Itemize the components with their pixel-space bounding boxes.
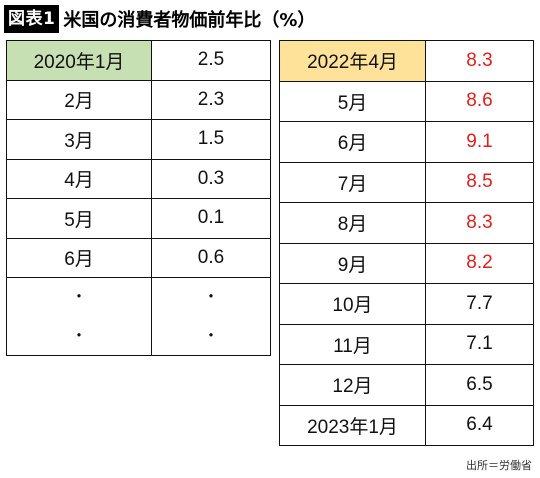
period-cell: 2022年4月 <box>279 40 426 82</box>
table-row: 5月 8.6 <box>279 80 534 122</box>
value-cell: 8.5 <box>425 161 534 203</box>
table-row: 12月 6.5 <box>279 364 534 406</box>
table-row: 6月 9.1 <box>279 121 534 163</box>
period-cell: 5月 <box>6 198 152 239</box>
page-title: 米国の消費者物価前年比（%） <box>63 10 316 31</box>
title-row: 図表1 米国の消費者物価前年比（%） <box>4 4 315 34</box>
left-table: 2020年1月 2.5 2月 2.3 3月 1.5 4月 0.3 5月 0.1 … <box>6 40 271 356</box>
figure-badge: 図表1 <box>4 5 60 33</box>
value-cell: 9.1 <box>425 121 534 163</box>
value-cell: 6.5 <box>425 364 534 406</box>
table-row: 9月 8.2 <box>279 242 534 284</box>
source-note: 出所＝労働省 <box>466 459 532 472</box>
value-cell: 8.3 <box>425 202 534 244</box>
period-cell: 8月 <box>279 202 426 244</box>
ellipsis-row: ・ ・ <box>6 316 271 356</box>
value-cell: 8.3 <box>425 40 534 82</box>
period-cell: 5月 <box>279 80 426 122</box>
value-cell: 2.5 <box>151 40 271 81</box>
period-cell: 12月 <box>279 364 426 406</box>
period-cell: 2020年1月 <box>6 40 152 81</box>
table-row: 11月 7.1 <box>279 323 534 365</box>
value-cell: 0.1 <box>151 198 271 239</box>
period-cell: 11月 <box>279 323 426 365</box>
table-row: 2月 2.3 <box>6 79 271 120</box>
table-row: 10月 7.7 <box>279 283 534 325</box>
ellipsis-row: ・ ・ <box>6 277 271 317</box>
period-cell: 3月 <box>6 119 152 160</box>
period-cell: 2023年1月 <box>279 404 426 446</box>
value-cell: 1.5 <box>151 119 271 160</box>
table-row: 2020年1月 2.5 <box>6 40 271 81</box>
ellipsis-dot: ・ <box>202 289 219 307</box>
value-cell: 7.1 <box>425 323 534 365</box>
table-row: 6月 0.6 <box>6 237 271 278</box>
value-cell: 7.7 <box>425 283 534 325</box>
value-cell: 2.3 <box>151 79 271 120</box>
table-row: 8月 8.3 <box>279 202 534 244</box>
value-cell: 0.3 <box>151 158 271 199</box>
period-cell: 6月 <box>6 237 152 278</box>
ellipsis-dot: ・ <box>70 289 87 307</box>
ellipsis-dot: ・ <box>202 327 219 345</box>
period-cell: 2月 <box>6 79 152 120</box>
right-table: 2022年4月 8.3 5月 8.6 6月 9.1 7月 8.5 8月 8.3 … <box>279 40 534 446</box>
table-row: 3月 1.5 <box>6 119 271 160</box>
period-cell: 6月 <box>279 121 426 163</box>
ellipsis-dot: ・ <box>70 327 87 345</box>
value-cell: 6.4 <box>425 404 534 446</box>
table-row: 7月 8.5 <box>279 161 534 203</box>
period-cell: 10月 <box>279 283 426 325</box>
value-cell: 8.2 <box>425 242 534 284</box>
table-row: 5月 0.1 <box>6 198 271 239</box>
table-row: 2022年4月 8.3 <box>279 40 534 82</box>
table-row: 2023年1月 6.4 <box>279 404 534 446</box>
value-cell: 0.6 <box>151 237 271 278</box>
value-cell: 8.6 <box>425 80 534 122</box>
table-row: 4月 0.3 <box>6 158 271 199</box>
period-cell: 7月 <box>279 161 426 203</box>
period-cell: 9月 <box>279 242 426 284</box>
period-cell: 4月 <box>6 158 152 199</box>
